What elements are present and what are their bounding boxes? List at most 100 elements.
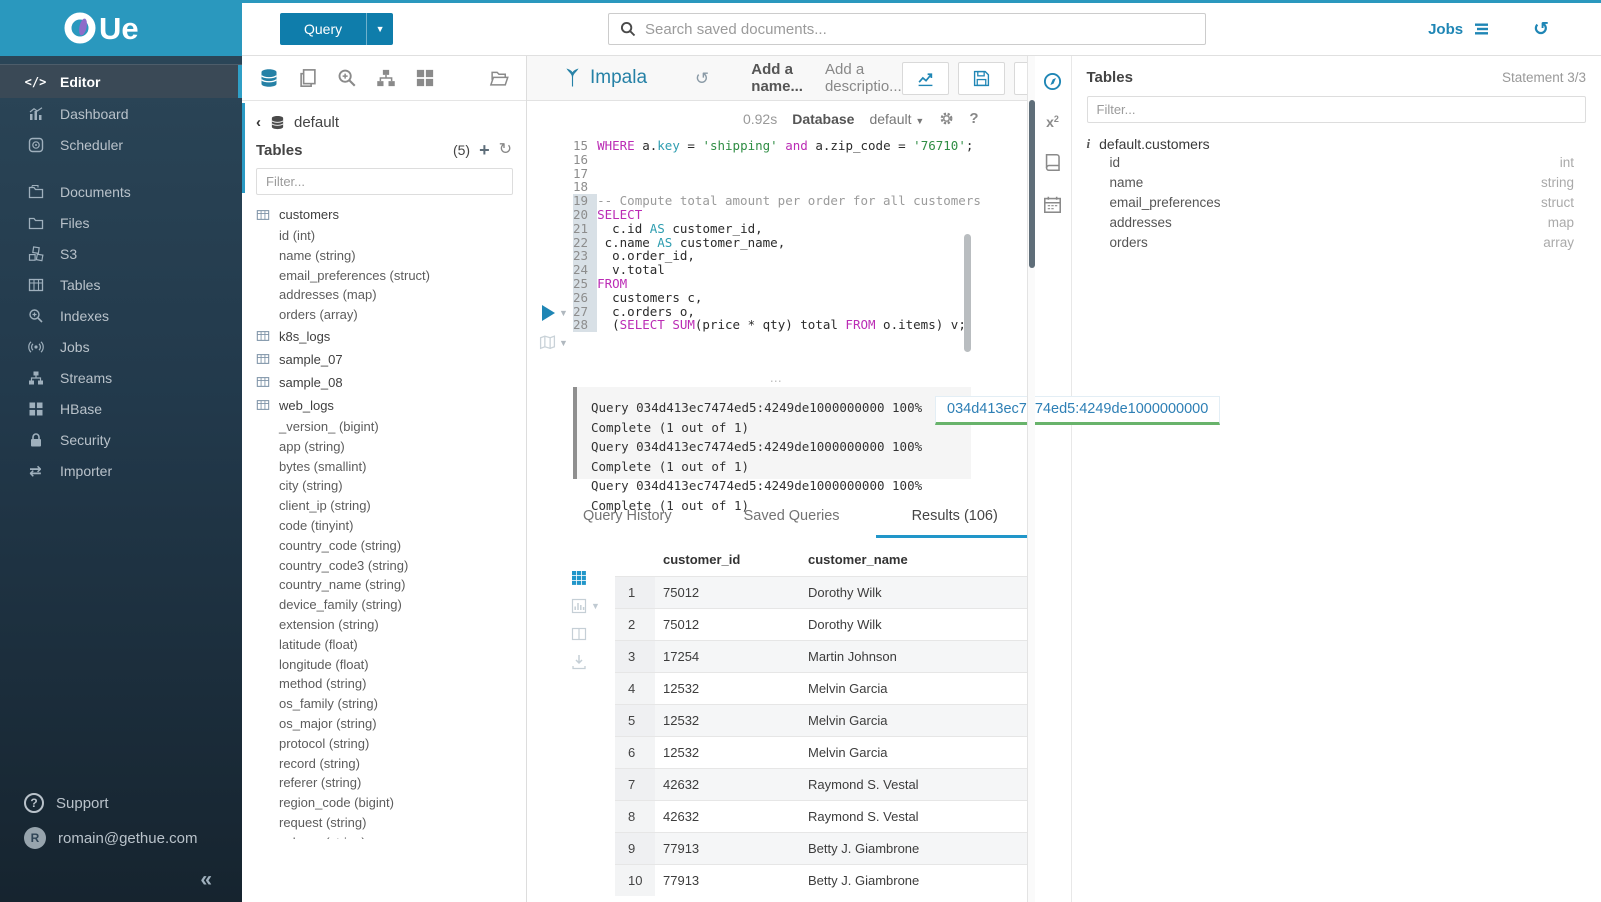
column-item[interactable]: country_code (string) — [279, 537, 402, 553]
support-link[interactable]: ? Support — [0, 786, 242, 820]
jobs-link[interactable]: Jobs — [1428, 20, 1464, 38]
editor-history-icon[interactable]: ↺ — [695, 68, 710, 88]
execute-button[interactable]: ▼ — [542, 305, 568, 321]
search-input[interactable] — [645, 20, 1194, 38]
code-line[interactable]: 23 o.order_id, — [573, 249, 955, 264]
table-item-sample_08[interactable]: sample_08 — [256, 371, 526, 394]
code-line[interactable]: 17 — [573, 166, 955, 181]
column-item[interactable]: os_family (string) — [279, 696, 378, 712]
column-item[interactable]: code (tinyint) — [279, 517, 354, 533]
tab-saved-queries[interactable]: Saved Queries — [743, 508, 840, 524]
code-line[interactable]: 22 c.name AS customer_name, — [573, 235, 955, 250]
query-dropdown-caret[interactable]: ▼ — [366, 13, 394, 45]
databases-icon[interactable] — [259, 68, 279, 88]
column-item[interactable]: app (string) — [279, 438, 345, 454]
table-item-web_logs[interactable]: web_logs — [256, 394, 526, 417]
info-icon[interactable]: i — [1086, 136, 1091, 151]
add-table-icon[interactable]: + — [479, 140, 490, 160]
sidebar-item-s3[interactable]: S3 — [0, 238, 242, 269]
sidebar-item-jobs[interactable]: Jobs — [0, 331, 242, 362]
folder-open-icon[interactable] — [489, 68, 509, 88]
schedule-icon[interactable] — [1043, 195, 1062, 214]
database-selector[interactable]: default ▼ — [869, 110, 925, 127]
column-item[interactable]: orders (array) — [279, 307, 358, 323]
column-item[interactable]: method (string) — [279, 676, 367, 692]
chart-button[interactable] — [901, 61, 949, 95]
code-line[interactable]: 15 WHERE a.key = 'shipping' and a.zip_cod… — [573, 139, 973, 153]
query-history-icon[interactable]: ↺ — [1533, 18, 1549, 40]
query-id-popup[interactable]: 034d413ec7474ed5:4249de1000000000 — [935, 396, 1221, 425]
column-item[interactable]: bytes (smallint) — [279, 458, 367, 474]
code-area[interactable]: 15 WHERE a.key = 'shipping' and a.zip_cod… — [573, 139, 981, 333]
chart-view-icon[interactable]: ▼ — [571, 592, 615, 620]
sidebar-item-hbase[interactable]: HBase — [0, 393, 242, 424]
jobs-list-icon[interactable] — [1473, 21, 1491, 37]
query-description-field[interactable]: Add a descriptio... — [824, 61, 902, 95]
column-item[interactable]: os_major (string) — [279, 715, 377, 731]
code-line[interactable]: 20 SELECT — [573, 208, 955, 222]
table-item-customers[interactable]: customers — [256, 203, 526, 226]
language-reference-icon[interactable] — [1043, 153, 1062, 172]
tab-results-106[interactable]: Results (106) — [875, 508, 1034, 538]
resize-handle[interactable]: ⋯ — [769, 478, 784, 493]
page-scrollbar-thumb[interactable] — [1028, 100, 1035, 268]
tab-query-history[interactable]: Query History — [583, 508, 672, 524]
right-panel-filter-input[interactable] — [1086, 96, 1586, 123]
code-line[interactable]: 18 — [573, 180, 955, 194]
chart-options-caret[interactable]: ▼ — [591, 601, 600, 611]
code-line[interactable]: 27 c.orders o, — [573, 304, 955, 319]
right-column-item-id[interactable]: id int — [1087, 152, 1587, 172]
sql-editor[interactable]: 0.92s Database default ▼ ? 15 WHERE a.key… — [527, 101, 1027, 374]
column-header-customer_name[interactable]: customer_name — [808, 552, 908, 567]
column-item[interactable]: email_preferences (struct) — [279, 267, 430, 283]
grid-view-icon[interactable] — [571, 564, 615, 592]
code-line[interactable]: 21 c.id AS customer_id, — [573, 221, 955, 236]
download-icon[interactable] — [571, 648, 615, 676]
assist-compass-icon[interactable] — [1043, 72, 1062, 91]
user-menu[interactable]: R romain@gethue.com — [0, 820, 242, 856]
columns-view-icon[interactable] — [571, 620, 615, 648]
column-item[interactable]: referer (string) — [279, 775, 362, 791]
query-map-button[interactable]: ▼ — [539, 334, 568, 351]
column-item[interactable]: latitude (float) — [279, 636, 358, 652]
column-item[interactable]: id (int) — [279, 228, 316, 243]
code-line[interactable]: 24 v.total — [573, 263, 955, 277]
hue-logo[interactable]: Ue — [0, 0, 242, 56]
column-item[interactable]: addresses (map) — [279, 287, 377, 303]
column-item[interactable]: _version_ (bigint) — [279, 418, 379, 434]
sidebar-item-editor[interactable]: </> Editor — [0, 64, 242, 98]
column-item[interactable]: subapp (string) — [256, 833, 526, 839]
column-item[interactable]: client_ip (string) — [279, 498, 371, 514]
column-header-customer_id[interactable]: customer_id — [663, 552, 741, 567]
column-item[interactable]: name (string) — [279, 247, 356, 263]
column-item[interactable]: longitude (float) — [279, 656, 369, 672]
right-column-item-name[interactable]: name string — [1087, 172, 1587, 192]
column-item[interactable]: region_code (bigint) — [279, 795, 394, 811]
sidebar-item-tables[interactable]: Tables — [0, 269, 242, 300]
column-item[interactable]: record (string) — [279, 755, 360, 771]
right-column-item-addresses[interactable]: addresses map — [1087, 213, 1587, 233]
query-name-field[interactable]: Add a name... — [751, 61, 803, 95]
editor-settings-icon[interactable] — [939, 111, 954, 126]
code-line[interactable]: 26 customers c, — [573, 290, 955, 305]
column-item[interactable]: city (string) — [279, 478, 343, 494]
search-assist-icon[interactable] — [337, 68, 357, 88]
sidebar-item-documents[interactable]: Documents — [0, 176, 242, 207]
sidebar-item-dashboard[interactable]: Dashboard — [0, 98, 242, 129]
documents-assist-icon[interactable] — [298, 68, 318, 88]
column-item[interactable]: extension (string) — [279, 616, 379, 632]
sidebar-item-scheduler[interactable]: Scheduler — [0, 129, 242, 160]
editor-scrollbar[interactable] — [963, 234, 971, 352]
sidebar-item-importer[interactable]: ⇄ Importer — [0, 455, 242, 486]
back-chevron-icon[interactable]: ‹ — [256, 114, 261, 131]
table-item-k8s_logs[interactable]: k8s_logs — [256, 325, 526, 348]
database-breadcrumb[interactable]: ‹ default — [242, 101, 526, 136]
save-button[interactable] — [957, 61, 1005, 95]
right-column-item-email_preferences[interactable]: email_preferences struct — [1087, 192, 1587, 212]
column-item[interactable]: country_name (string) — [279, 577, 406, 593]
active-table-row[interactable]: i default.customers — [1087, 136, 1587, 152]
sidebar-item-indexes[interactable]: Indexes — [0, 300, 242, 331]
global-search[interactable] — [608, 13, 1206, 45]
code-line[interactable]: 16 — [573, 152, 955, 167]
